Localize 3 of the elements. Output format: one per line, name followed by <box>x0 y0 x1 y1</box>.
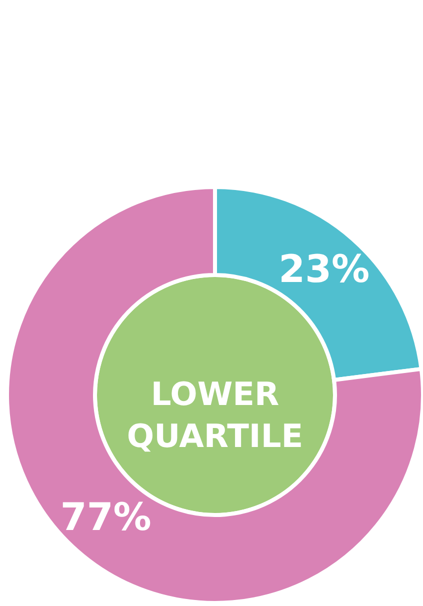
data-label: 23% <box>278 247 370 292</box>
data-label: 77% <box>60 494 152 539</box>
text: LOWER QUARTILE <box>126 375 304 455</box>
